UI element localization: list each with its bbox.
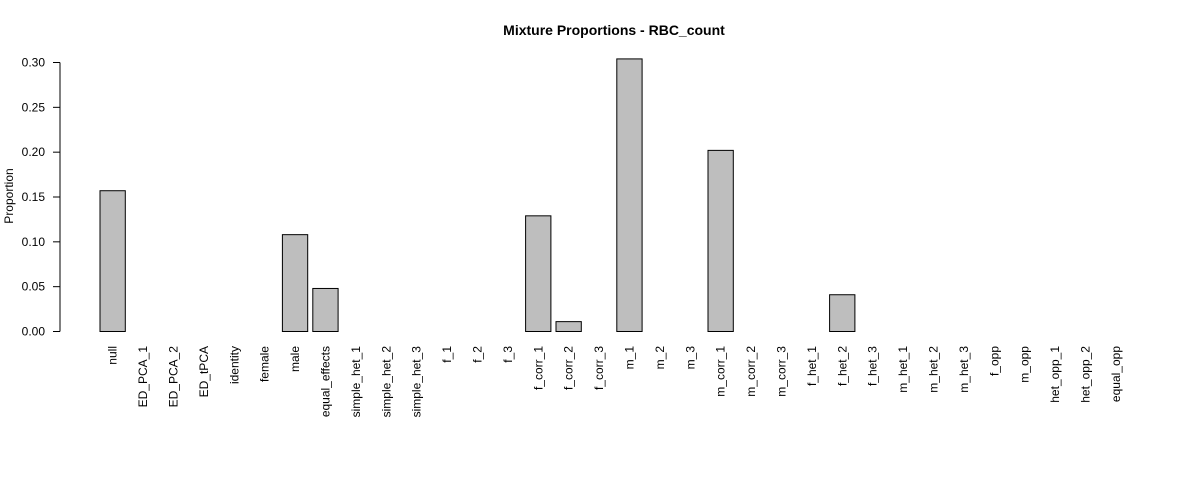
x-tick-label: m_corr_3 bbox=[774, 346, 788, 397]
x-tick-label: null bbox=[106, 346, 120, 365]
x-tick-label: m_het_1 bbox=[896, 346, 910, 393]
x-tick-label: simple_het_3 bbox=[410, 346, 424, 418]
x-tick-label: m_1 bbox=[622, 346, 636, 370]
y-tick-label: 0.10 bbox=[22, 235, 46, 249]
bar-m_corr_1 bbox=[707, 149, 734, 332]
x-tick-label: identity bbox=[227, 346, 241, 384]
x-tick-label: m_corr_1 bbox=[714, 346, 728, 397]
x-tick-label: f_het_3 bbox=[866, 346, 880, 386]
x-tick-label: ED_PCA_2 bbox=[166, 346, 180, 408]
x-tick-label: equal_opp bbox=[1109, 346, 1123, 402]
x-tick-label: f_corr_3 bbox=[592, 346, 606, 390]
bar-equal_effects bbox=[312, 287, 339, 332]
x-tick-label: female bbox=[258, 346, 272, 382]
x-tick-label: f_het_1 bbox=[805, 346, 819, 386]
y-axis-label: Proportion bbox=[2, 168, 16, 223]
x-tick-label: ED_tPCA bbox=[197, 346, 211, 397]
y-tick-label: 0.00 bbox=[22, 325, 46, 339]
bar-m_1 bbox=[616, 58, 643, 333]
y-tick-label: 0.20 bbox=[22, 145, 46, 159]
y-tick-label: 0.05 bbox=[22, 280, 46, 294]
bar-f_het_2 bbox=[829, 294, 856, 332]
x-tick-label: f_1 bbox=[440, 346, 454, 363]
x-tick-label: het_opp_2 bbox=[1078, 346, 1092, 403]
x-tick-label: m_3 bbox=[683, 346, 697, 370]
x-tick-label: het_opp_1 bbox=[1048, 346, 1062, 403]
y-tick-label: 0.15 bbox=[22, 190, 46, 204]
bar-null bbox=[99, 190, 126, 332]
y-tick-label: 0.25 bbox=[22, 100, 46, 114]
x-tick-label: f_corr_1 bbox=[531, 346, 545, 390]
x-tick-label: f_3 bbox=[501, 346, 515, 363]
x-tick-label: f_het_2 bbox=[835, 346, 849, 386]
x-tick-label: f_2 bbox=[470, 346, 484, 363]
bar-f_corr_2 bbox=[555, 321, 582, 332]
x-tick-label: simple_het_2 bbox=[379, 346, 393, 418]
bar-f_corr_1 bbox=[525, 215, 552, 332]
x-tick-label: m_het_3 bbox=[957, 346, 971, 393]
x-tick-label: ED_PCA_1 bbox=[136, 346, 150, 408]
x-tick-label: f_opp bbox=[987, 346, 1001, 376]
bar-male bbox=[281, 234, 309, 332]
x-tick-label: m_corr_2 bbox=[744, 346, 758, 397]
x-tick-label: male bbox=[288, 346, 302, 372]
bars bbox=[99, 58, 856, 333]
chart-title: Mixture Proportions - RBC_count bbox=[503, 22, 725, 38]
x-tick-label: m_opp bbox=[1018, 346, 1032, 383]
y-tick-label: 0.30 bbox=[22, 56, 46, 70]
x-axis-labels: null ED_PCA_1 ED_PCA_2 ED_tPCA identity femal… bbox=[106, 346, 1123, 418]
x-tick-label: m_2 bbox=[653, 346, 667, 370]
x-tick-label: m_het_2 bbox=[926, 346, 940, 393]
x-tick-label: f_corr_2 bbox=[562, 346, 576, 390]
y-axis: 0.00 0.05 0.10 0.15 0.20 0.25 0.30 bbox=[22, 56, 61, 339]
x-tick-label: simple_het_1 bbox=[349, 346, 363, 418]
x-tick-label: equal_effects bbox=[318, 346, 332, 417]
